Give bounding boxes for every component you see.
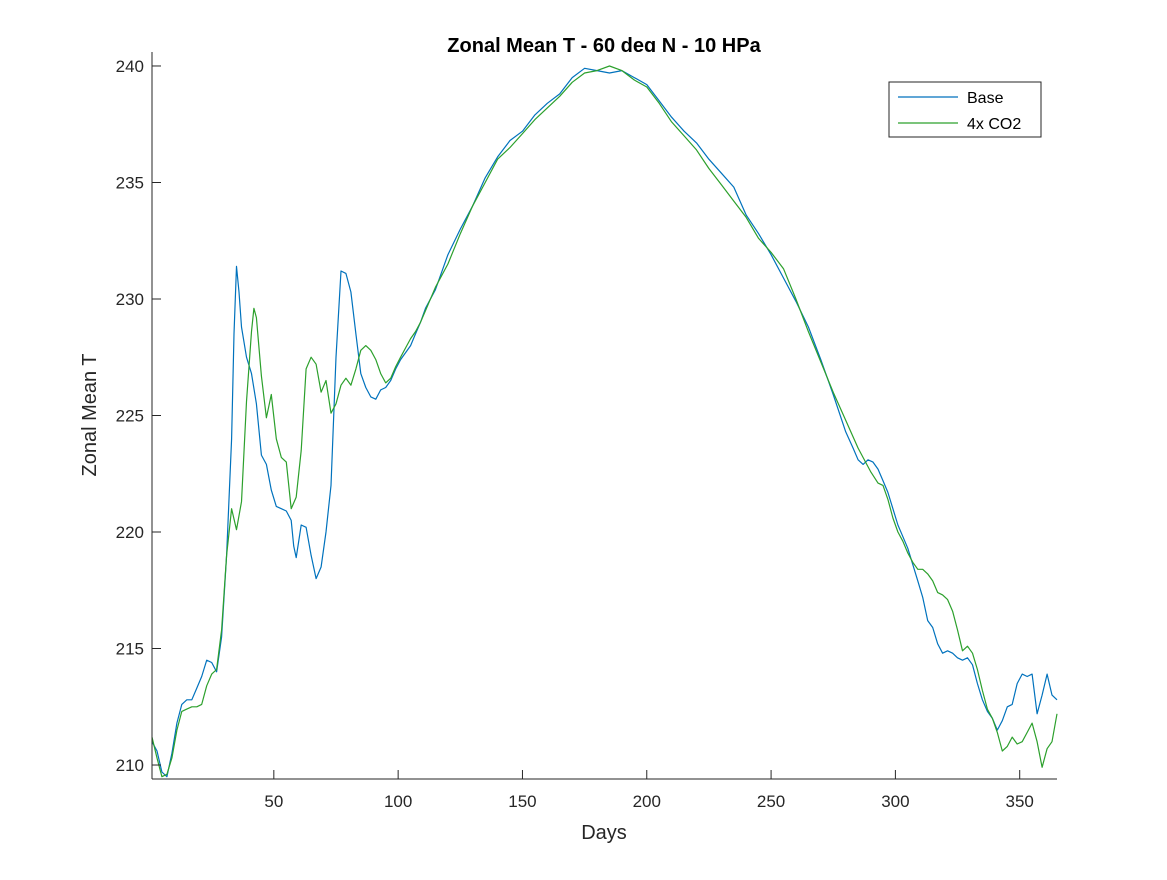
y-tick-label: 235: [116, 173, 144, 192]
x-tick-label: 100: [384, 792, 412, 811]
legend: Base 4x CO2: [888, 81, 1042, 138]
x-tick-label: 300: [881, 792, 909, 811]
x-tick-label: 150: [508, 792, 536, 811]
y-tick-label: 210: [116, 756, 144, 775]
x-tick-label: 200: [633, 792, 661, 811]
x-axis-label: Days: [581, 822, 627, 844]
plot-area: 50 100 150 200 250 300 350 2102152202252302352…: [116, 52, 1058, 811]
y-axis-label: Zonal Mean T: [79, 353, 101, 476]
y-tick-label: 240: [116, 57, 144, 76]
x-tick-label: 350: [1006, 792, 1034, 811]
series-line-4x-co2: [151, 65, 1058, 778]
y-tick-label: 220: [116, 523, 144, 542]
series-layer: [151, 65, 1058, 778]
x-tick-label: 250: [757, 792, 785, 811]
chart-title: Zonal Mean T - 60 deg N - 10 HPa: [447, 35, 761, 57]
y-tick-label: 230: [116, 290, 144, 309]
y-ticks: 210 215 220 225 230 235 240: [116, 57, 161, 775]
y-tick-label: 215: [116, 640, 144, 659]
legend-box: [888, 81, 1042, 138]
series-line-base: [151, 67, 1058, 778]
x-tick-label: 50: [264, 792, 283, 811]
x-ticks: 50 100 150 200 250 300 350: [264, 770, 1034, 811]
axes-background: [152, 52, 1057, 779]
legend-label-4x-co2: 4x CO2: [967, 116, 1021, 133]
y-tick-label: 225: [116, 407, 144, 426]
legend-label-base: Base: [967, 90, 1004, 107]
